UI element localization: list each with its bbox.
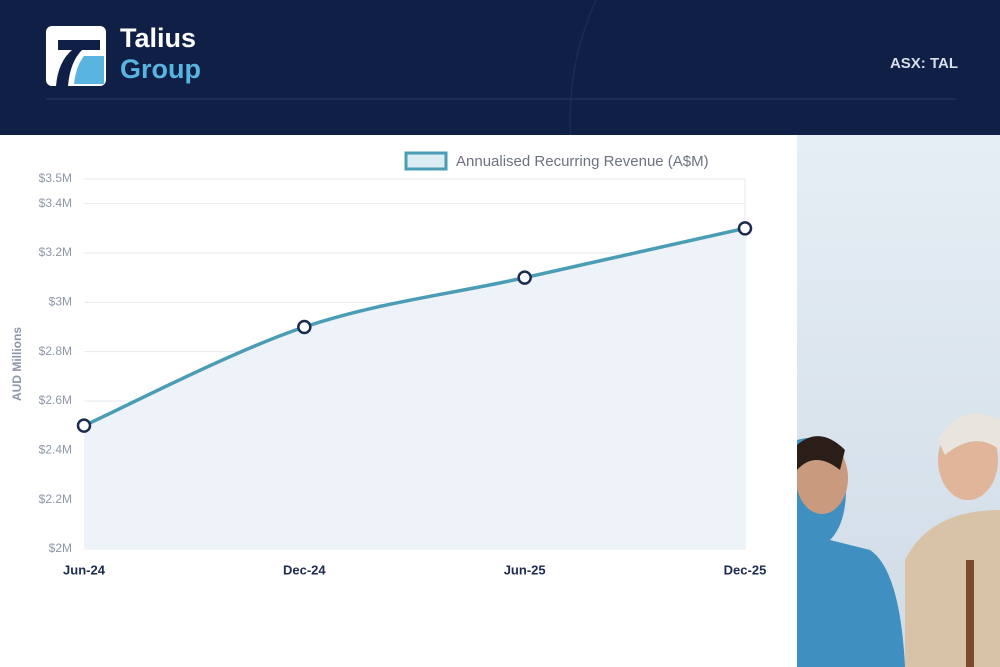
brand-name: Talius (120, 23, 196, 53)
brand-name: Group (120, 54, 201, 84)
legend-label: Annualised Recurring Revenue (A$M) (456, 153, 709, 170)
y-tick-label: $3.5M (39, 171, 72, 185)
photo (796, 135, 1000, 667)
data-point (737, 221, 753, 236)
y-axis-label: AUD Millions (10, 327, 24, 401)
y-tick-label: $3.2M (39, 245, 72, 259)
y-tick-label: $2.2M (39, 492, 72, 506)
y-tick-label: $3.4M (39, 196, 72, 210)
data-point (76, 418, 92, 433)
x-tick-label: Jun-24 (63, 562, 106, 577)
ticker: ASX: TAL (890, 55, 958, 72)
x-tick-label: Dec-24 (283, 562, 326, 577)
x-tick-label: Dec-25 (724, 562, 767, 577)
y-tick-label: $2M (49, 541, 72, 555)
header-bar (0, 0, 1000, 135)
logo-mark (46, 26, 106, 86)
legend-swatch (404, 151, 448, 171)
x-tick-label: Jun-25 (504, 562, 546, 577)
y-tick-label: $2.8M (39, 344, 72, 358)
y-tick-label: $3M (49, 295, 72, 309)
data-point (297, 319, 312, 335)
area-fill (84, 228, 745, 550)
plot: $2M $2.2M $2.4M $2.6M $2.8M $3M $3.2M $3.4M $3.5… (39, 151, 767, 577)
y-tick-label: $2.4M (39, 443, 72, 457)
data-point (517, 270, 532, 285)
y-tick-label: $2.6M (39, 393, 72, 407)
series-line (83, 226, 746, 428)
